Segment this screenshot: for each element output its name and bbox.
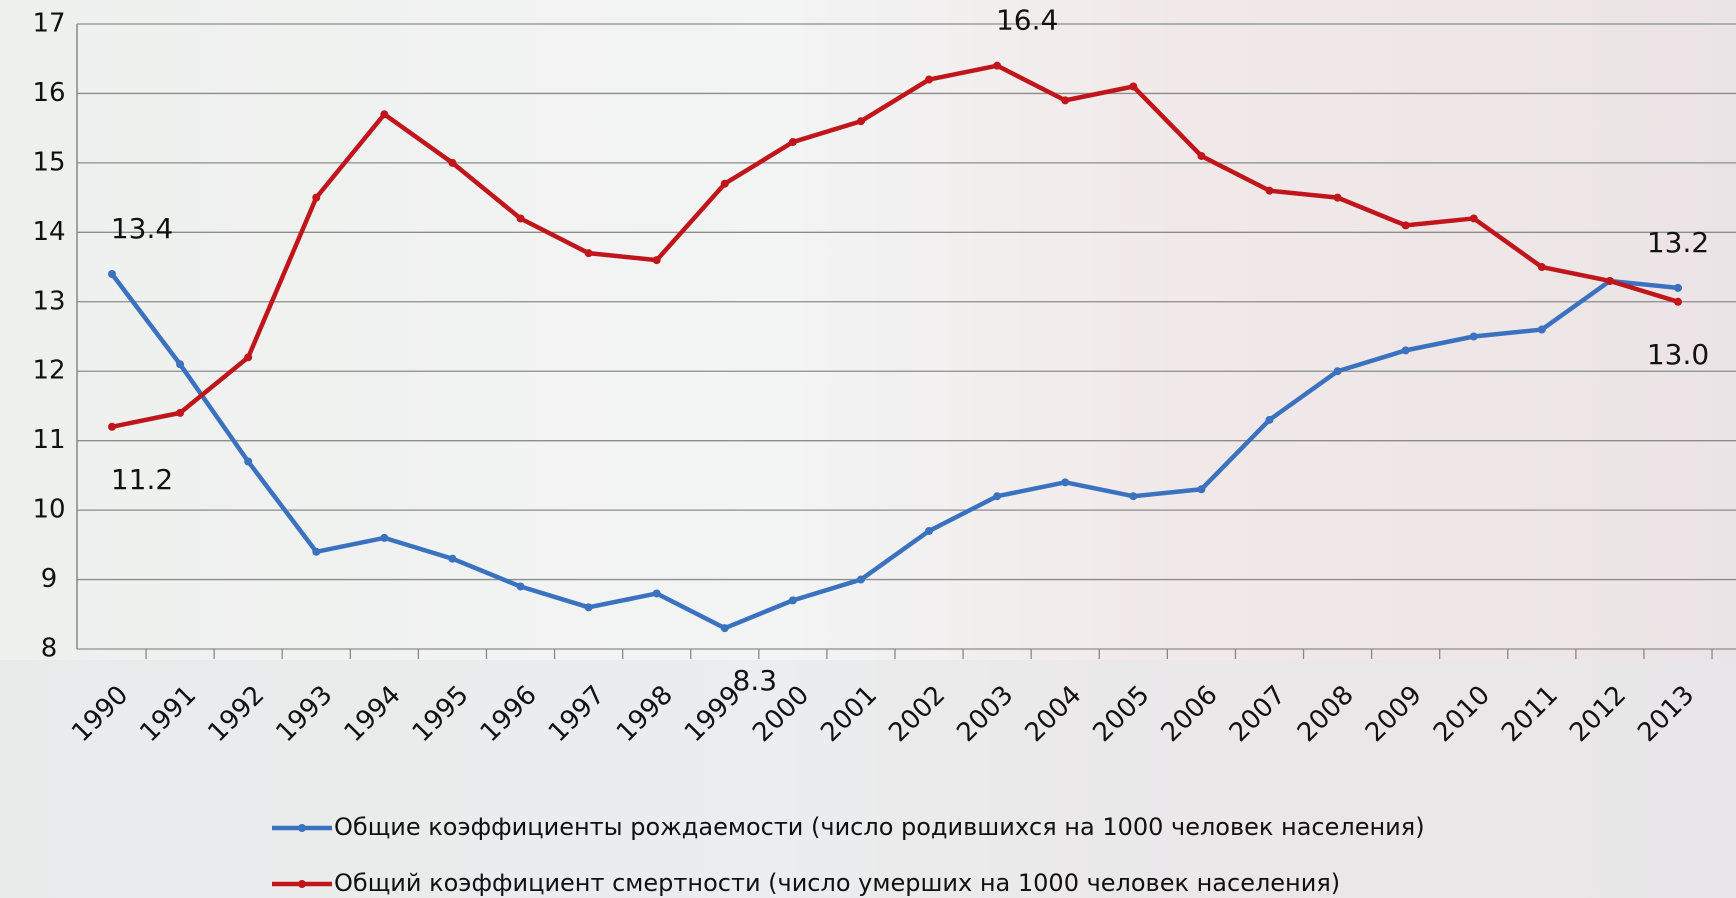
point [1469,214,1478,223]
point [1674,297,1682,306]
point [380,533,389,542]
point [448,158,457,167]
point [1333,193,1342,202]
point [720,179,729,188]
y-tick-label: 15 [32,147,65,177]
point [1469,332,1478,341]
series-line [111,63,1679,429]
point [244,457,253,466]
point [1197,485,1206,494]
point [1537,325,1546,334]
legend-label: Общие коэффициенты рождаемости (число ро… [334,813,1425,841]
y-tick-label: 9 [41,564,58,594]
point [652,256,661,265]
point [176,360,185,369]
point [1333,367,1342,376]
data-label: 13.4 [111,212,173,245]
data-label: 16.4 [996,4,1058,37]
point [1061,478,1070,487]
point [108,270,116,278]
data-label: 13.0 [1647,338,1709,371]
point [993,492,1002,501]
point [584,603,593,612]
y-tick-label: 13 [32,286,65,316]
point [788,138,797,147]
y-tick-label: 16 [32,78,65,108]
point [1674,283,1682,292]
y-tick-label: 8 [41,634,58,664]
point [993,61,1002,70]
legend-marker [298,880,306,888]
legend-marker [298,824,306,832]
point [1265,186,1274,195]
point [516,582,525,591]
point [925,75,934,84]
point [652,589,661,598]
point [312,193,321,202]
point [1061,96,1070,105]
point [720,624,729,633]
point [1129,82,1138,91]
background-street [0,660,1736,898]
data-label: 8.3 [733,664,778,697]
point [856,117,865,126]
series-line [110,272,1679,631]
point [108,422,116,431]
data-label: 13.2 [1647,226,1709,259]
point [244,353,253,362]
point [448,554,457,563]
y-tick-label: 17 [32,9,65,39]
point [380,110,389,119]
data-label: 11.2 [111,463,173,496]
point [1605,276,1614,285]
y-tick-label: 14 [32,217,65,247]
y-tick-label: 10 [32,495,65,525]
point [856,575,865,584]
point [1401,346,1410,355]
y-tick-label: 12 [32,356,65,386]
y-tick-label: 11 [32,425,65,455]
point [1401,221,1410,230]
point [925,526,934,535]
point [312,547,321,556]
point [1197,151,1206,160]
point [1129,492,1138,501]
point [176,408,185,417]
point [788,596,797,605]
point [516,214,525,223]
point [1265,415,1274,424]
legend-label: Общий коэффициент смертности (число умер… [334,869,1340,897]
point [584,249,593,258]
point [1537,263,1546,272]
